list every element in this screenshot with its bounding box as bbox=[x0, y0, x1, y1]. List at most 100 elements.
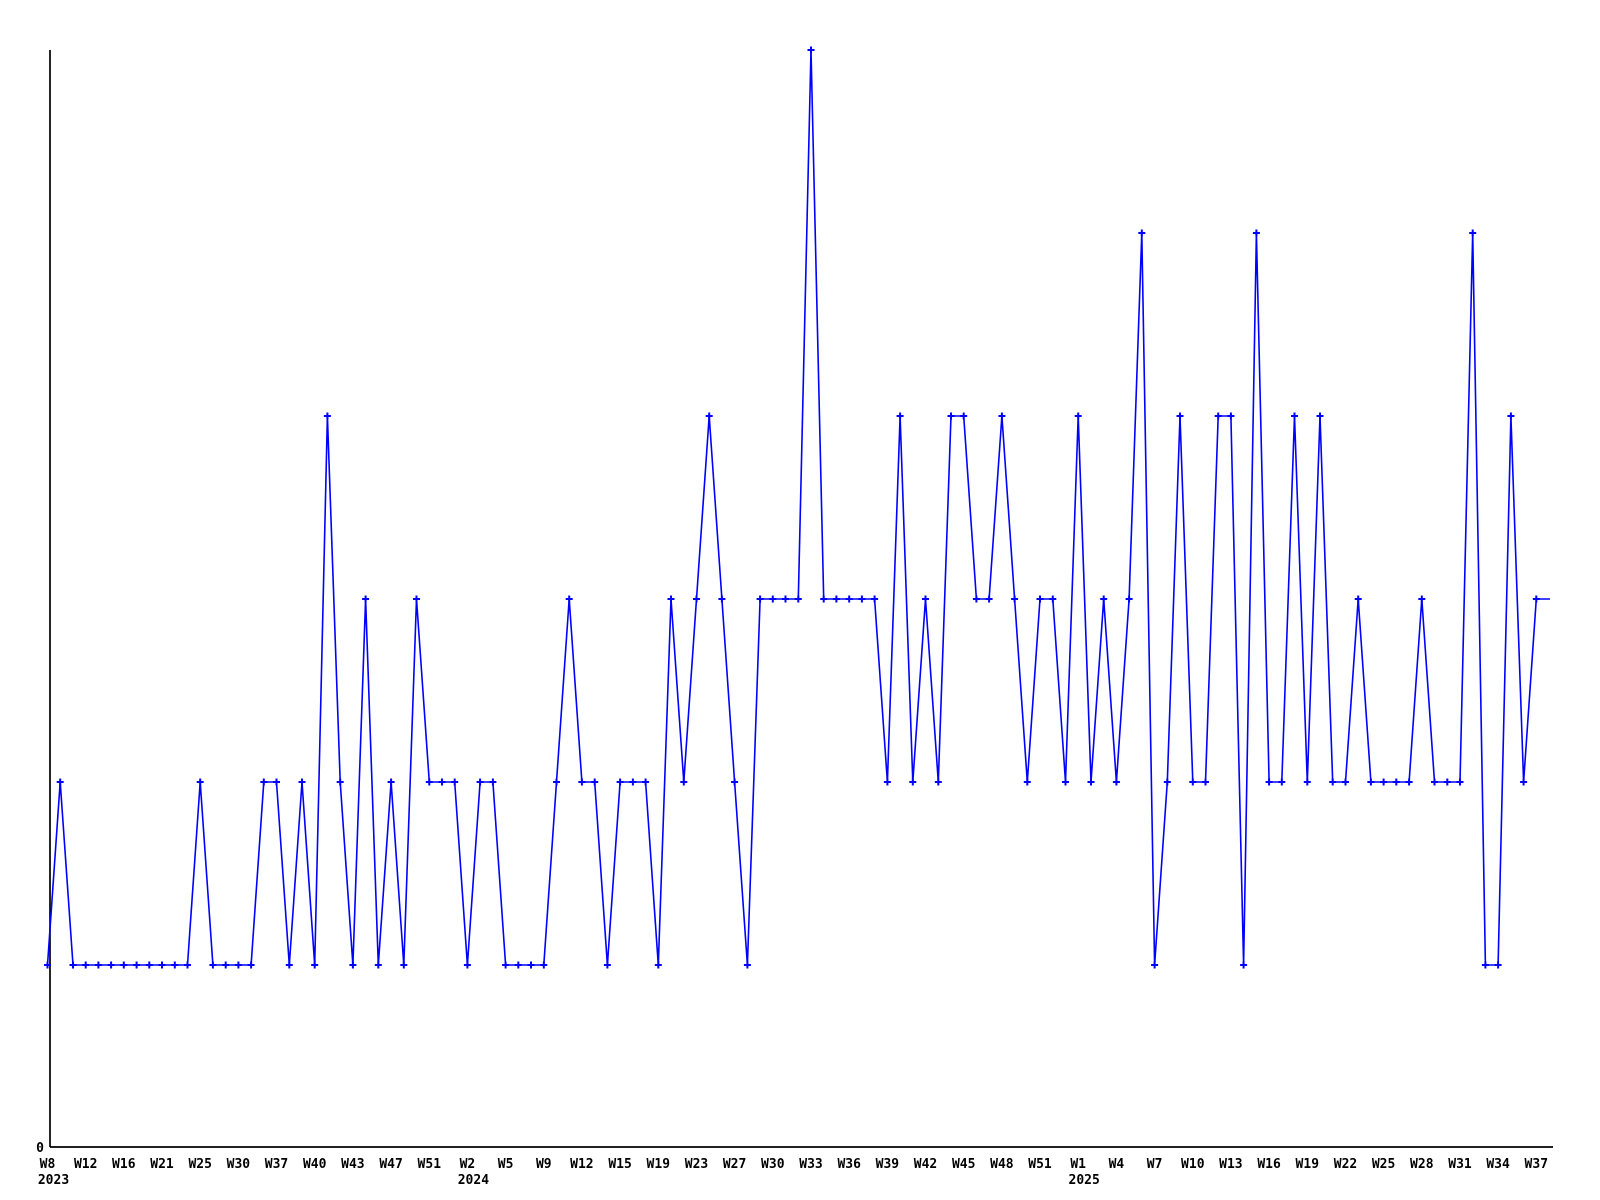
data-point-marker bbox=[82, 961, 90, 969]
x-tick-year-label: 2024 bbox=[458, 1173, 489, 1188]
data-point-marker bbox=[565, 595, 573, 603]
x-tick-week-label: W31 bbox=[1448, 1157, 1472, 1172]
data-point-marker bbox=[540, 961, 548, 969]
data-point-marker bbox=[44, 961, 51, 969]
x-tick-week-label: W37 bbox=[265, 1157, 288, 1172]
data-point-marker bbox=[654, 961, 662, 969]
data-point-marker bbox=[323, 412, 331, 420]
x-tick-week-label: W15 bbox=[608, 1157, 631, 1172]
x-tick-week-label: W51 bbox=[1028, 1157, 1052, 1172]
data-point-marker bbox=[782, 595, 789, 603]
x-tick-week-label: W45 bbox=[952, 1157, 975, 1172]
data-point-markers bbox=[44, 46, 1540, 969]
data-point-marker bbox=[1252, 229, 1260, 237]
data-point-marker bbox=[209, 961, 217, 969]
data-point-marker bbox=[1125, 595, 1133, 603]
data-point-marker bbox=[1214, 412, 1222, 420]
data-point-marker bbox=[922, 595, 929, 603]
data-point-marker bbox=[578, 778, 586, 786]
data-point-marker bbox=[629, 778, 637, 786]
x-tick-week-label: W4 bbox=[1109, 1157, 1125, 1172]
x-tick-week-label: W25 bbox=[1372, 1157, 1395, 1172]
data-point-marker bbox=[1240, 961, 1248, 969]
data-point-marker bbox=[909, 778, 917, 786]
x-tick-week-label: W51 bbox=[418, 1157, 442, 1172]
data-point-marker bbox=[234, 961, 242, 969]
y-axis-zero-label: 0 bbox=[36, 1141, 44, 1156]
data-point-marker bbox=[1049, 595, 1057, 603]
x-tick-week-label: W25 bbox=[188, 1157, 211, 1172]
data-point-marker bbox=[667, 595, 675, 603]
data-point-marker bbox=[1011, 595, 1019, 603]
data-point-marker bbox=[1342, 778, 1349, 786]
x-tick-week-label: W33 bbox=[799, 1157, 822, 1172]
data-point-marker bbox=[1138, 229, 1146, 237]
data-point-marker bbox=[158, 961, 166, 969]
x-tick-week-label: W22 bbox=[1334, 1157, 1357, 1172]
x-tick-week-label: W42 bbox=[914, 1157, 937, 1172]
data-point-marker bbox=[1367, 778, 1375, 786]
data-point-marker bbox=[794, 595, 802, 603]
data-point-marker bbox=[273, 778, 280, 786]
x-tick-week-label: W30 bbox=[227, 1157, 251, 1172]
data-point-marker bbox=[1303, 778, 1311, 786]
data-point-marker bbox=[451, 778, 459, 786]
data-point-marker bbox=[311, 961, 319, 969]
data-point-marker bbox=[476, 778, 484, 786]
x-tick-week-label: W12 bbox=[570, 1157, 593, 1172]
data-point-marker bbox=[69, 961, 77, 969]
data-point-marker bbox=[960, 412, 968, 420]
x-tick-week-label: W37 bbox=[1525, 1157, 1548, 1172]
data-point-marker bbox=[603, 961, 611, 969]
data-point-marker bbox=[222, 961, 230, 969]
data-point-marker bbox=[145, 961, 153, 969]
data-point-marker bbox=[845, 595, 853, 603]
x-tick-week-label: W39 bbox=[876, 1157, 899, 1172]
data-point-marker bbox=[947, 412, 955, 420]
data-point-marker bbox=[133, 961, 141, 969]
data-point-marker bbox=[1151, 961, 1159, 969]
data-point-marker bbox=[820, 595, 828, 603]
x-tick-week-label: W23 bbox=[685, 1157, 708, 1172]
data-point-marker bbox=[336, 778, 344, 786]
data-point-marker bbox=[832, 595, 840, 603]
data-point-marker bbox=[1189, 778, 1197, 786]
data-point-marker bbox=[196, 778, 204, 786]
data-point-marker bbox=[1265, 778, 1273, 786]
x-tick-week-label: W30 bbox=[761, 1157, 785, 1172]
x-tick-week-label: W12 bbox=[74, 1157, 97, 1172]
data-point-marker bbox=[1087, 778, 1095, 786]
data-point-marker bbox=[1316, 412, 1324, 420]
data-point-marker bbox=[705, 412, 713, 420]
data-point-marker bbox=[807, 46, 815, 54]
data-point-marker bbox=[387, 778, 395, 786]
x-tick-week-label: W16 bbox=[1257, 1157, 1281, 1172]
data-point-marker bbox=[769, 595, 777, 603]
data-point-marker bbox=[1062, 778, 1069, 786]
data-point-marker bbox=[1329, 778, 1337, 786]
data-point-marker bbox=[1163, 778, 1171, 786]
data-point-marker bbox=[1469, 229, 1477, 237]
data-point-marker bbox=[1100, 595, 1108, 603]
data-point-marker bbox=[184, 961, 191, 969]
data-point-marker bbox=[94, 961, 102, 969]
x-tick-week-label: W5 bbox=[498, 1157, 514, 1172]
data-point-marker bbox=[1443, 778, 1451, 786]
data-point-marker bbox=[896, 412, 904, 420]
data-point-marker bbox=[718, 595, 726, 603]
x-tick-week-label: W19 bbox=[647, 1157, 670, 1172]
x-tick-week-label: W7 bbox=[1147, 1157, 1163, 1172]
data-point-marker bbox=[1481, 961, 1489, 969]
data-point-marker bbox=[489, 778, 497, 786]
data-point-marker bbox=[171, 961, 179, 969]
data-point-marker bbox=[527, 961, 535, 969]
data-point-marker bbox=[731, 778, 739, 786]
data-point-marker bbox=[1507, 412, 1515, 420]
data-point-marker bbox=[425, 778, 433, 786]
x-tick-week-label: W13 bbox=[1219, 1157, 1242, 1172]
data-point-marker bbox=[1202, 778, 1209, 786]
data-point-marker bbox=[56, 778, 64, 786]
data-point-marker bbox=[400, 961, 408, 969]
